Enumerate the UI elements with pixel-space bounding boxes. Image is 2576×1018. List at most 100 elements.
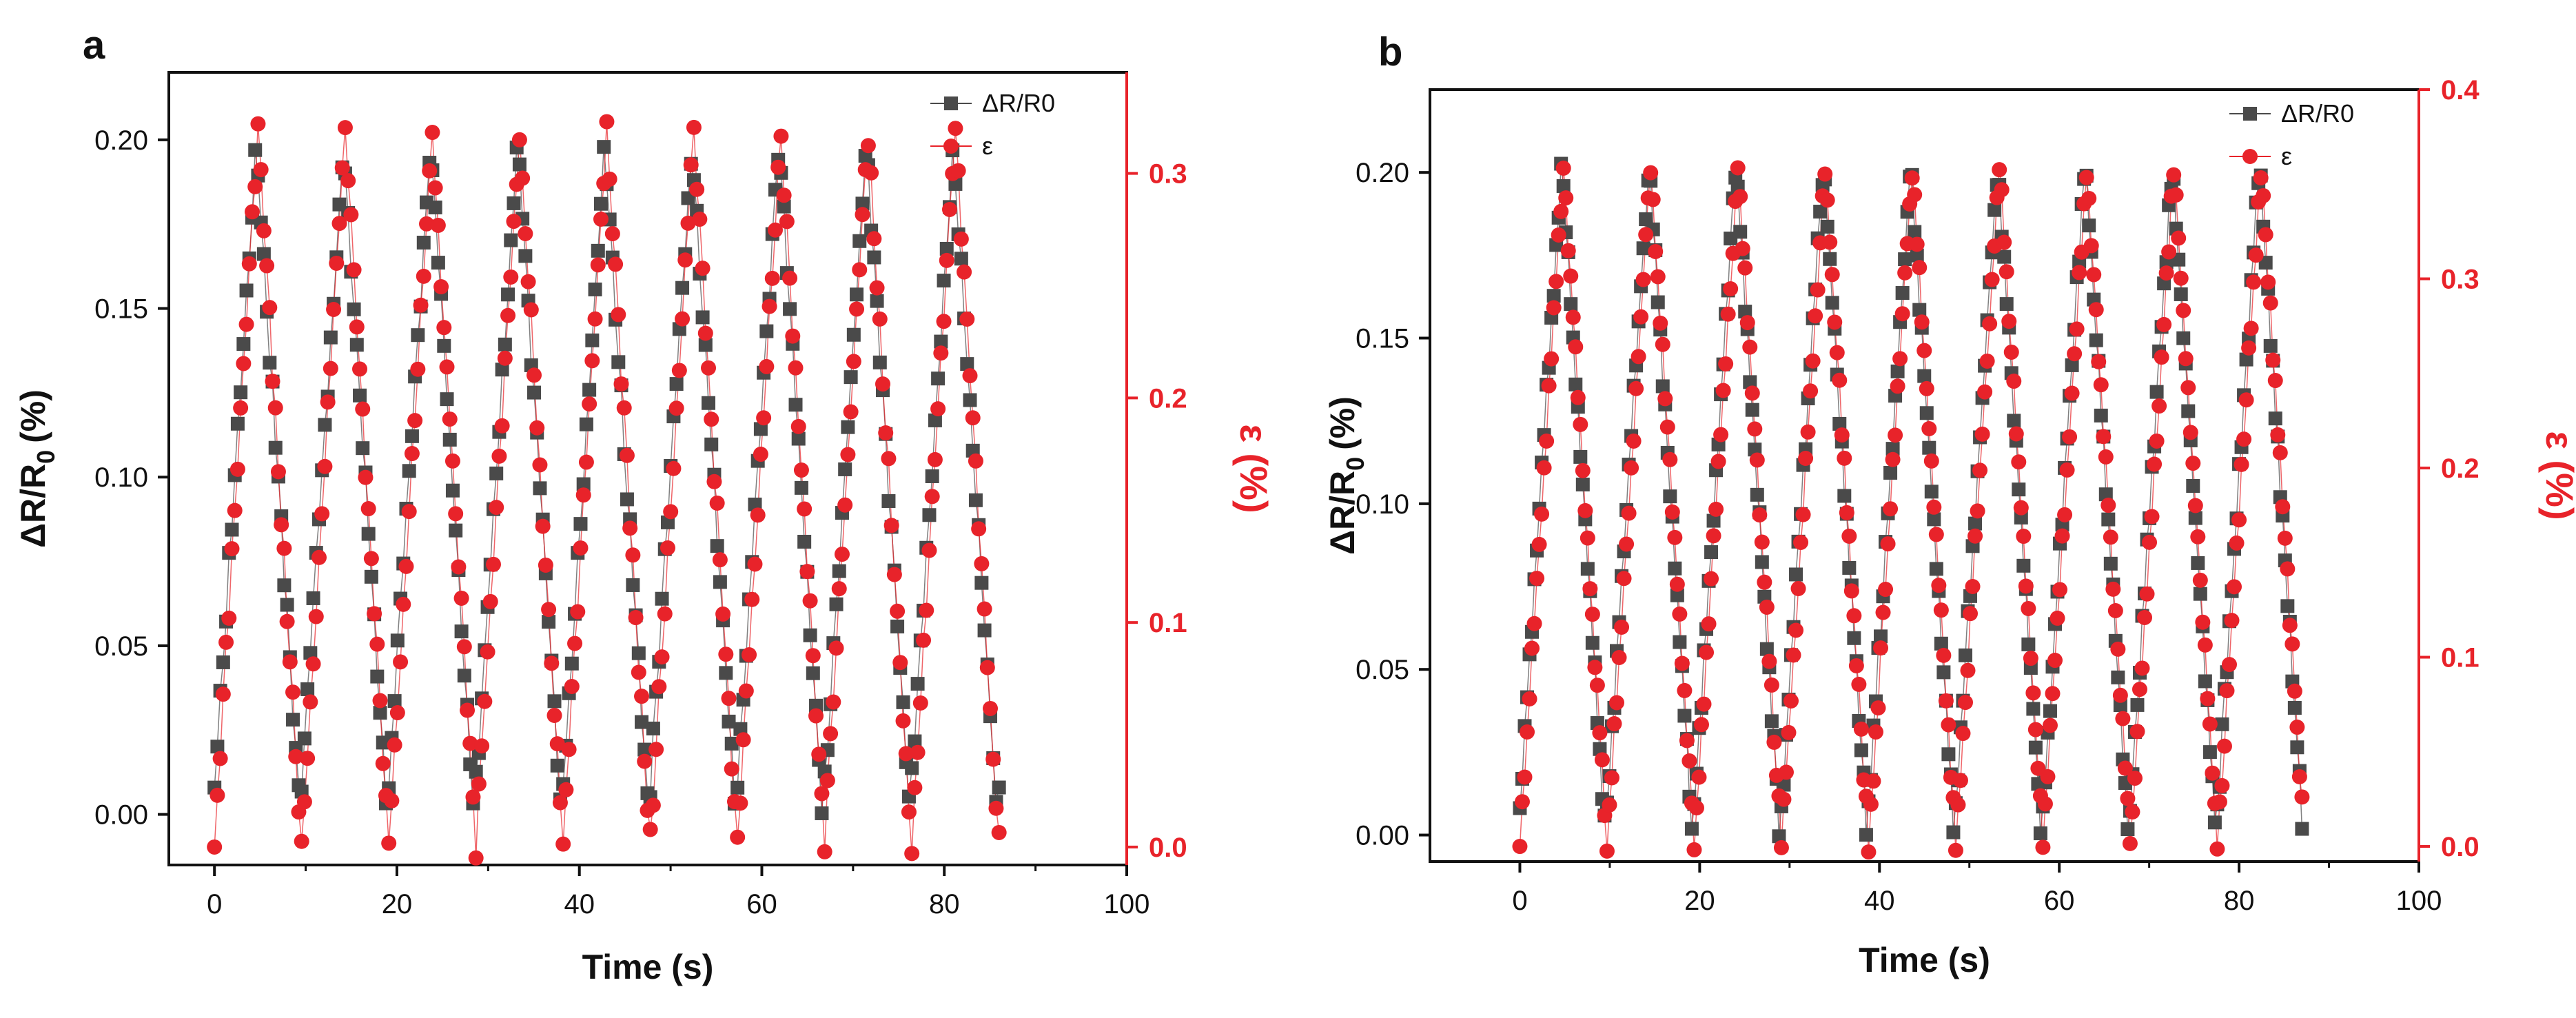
data-point-resistance [263,356,277,370]
data-point-strain [2197,637,2213,653]
data-point-strain [1633,309,1649,325]
legend-resistance-text: ΔR/R0 [982,89,1055,117]
data-point-strain [2035,839,2051,855]
x-tick-label: 100 [1104,889,1150,919]
data-point-strain [2158,265,2174,281]
data-point-resistance [2215,717,2229,731]
data-point-strain [1531,536,1547,552]
data-point-strain [1982,316,1998,332]
data-point-strain [1672,606,1688,622]
data-point-strain [1994,182,2010,198]
data-point-resistance [925,469,939,483]
data-point-strain [1657,391,1673,407]
data-point-strain [654,649,670,665]
data-point-strain [518,225,533,241]
legend-marker-resistance [944,96,958,110]
data-point-strain [2049,610,2065,626]
data-point-resistance [846,327,861,342]
data-point-resistance [501,287,515,302]
data-point-strain [660,540,675,556]
data-point-strain [715,606,731,622]
data-point-resistance [1745,403,1759,417]
data-point-strain [1570,389,1586,405]
data-point-strain [305,656,321,672]
y-axis-title-main: ΔR/R [14,464,52,548]
data-point-strain [974,556,990,571]
data-point-resistance [469,764,483,779]
data-point-strain [329,255,345,271]
data-point-strain [451,559,467,575]
data-point-resistance [1859,828,1873,842]
data-point-strain [294,833,309,849]
data-point-resistance [1832,416,1847,431]
data-point-strain [2183,425,2198,440]
data-point-strain [474,738,490,754]
data-point-strain [936,314,952,329]
data-point-strain [1907,187,1923,203]
y-tick-label: 0.10 [94,462,148,493]
data-point-resistance [803,628,817,642]
data-point-resistance [318,418,332,432]
data-point-resistance [387,694,402,709]
data-point-strain [1589,678,1605,693]
data-point-resistance [1890,364,1905,378]
data-point-strain [878,425,894,441]
data-point-resistance [216,655,230,669]
data-point-strain [2013,500,2029,516]
data-point-strain [837,497,853,513]
y-axis-title: ΔR/R0 (%) [1323,396,1369,555]
data-point-strain [988,800,1004,816]
data-point-strain [2202,716,2218,732]
data-point-strain [683,157,699,173]
data-point-strain [1628,380,1644,396]
data-point-strain [901,804,917,820]
legend-marker-strain [2242,149,2258,164]
data-point-strain [1544,351,1560,367]
data-point-resistance [2043,704,2057,718]
data-point-strain [1710,454,1726,469]
data-point-strain [2166,167,2182,183]
data-point-strain [209,787,225,803]
data-point-resistance [928,413,942,427]
data-point-strain [898,746,914,762]
data-point-resistance [588,282,602,296]
data-point-resistance [495,363,509,377]
data-point-strain [453,590,469,606]
data-point-strain [642,822,658,837]
data-point-strain [2253,170,2269,186]
data-point-strain [343,207,359,223]
data-point-resistance [2007,414,2021,428]
data-point-strain [207,839,223,855]
data-point-resistance [1655,379,1670,394]
data-point-strain [872,311,888,327]
data-point-strain [1834,427,1850,443]
data-point-strain [331,216,347,232]
data-point-resistance [1898,252,1912,267]
data-point-strain [326,301,342,317]
data-point-strain [828,640,844,656]
data-point-strain [2105,581,2121,597]
data-point-strain [1631,349,1646,365]
data-point-resistance [1636,241,1650,256]
data-point-strain [1824,267,1840,283]
data-point-resistance [2287,701,2302,715]
data-point-strain [300,751,316,766]
data-point-strain [2096,429,2112,445]
x-tick-label: 20 [1684,886,1715,916]
data-point-strain [444,453,460,469]
data-point-strain [218,634,234,650]
data-point-strain [250,116,266,132]
data-point-strain [384,793,400,808]
data-point-resistance [2280,599,2295,613]
data-point-strain [570,604,586,620]
data-point-strain [1732,189,1748,205]
data-point-resistance [2186,479,2200,493]
data-point-resistance [402,464,416,478]
data-point-resistance [1546,289,1561,303]
x-tick-label: 20 [382,889,413,919]
data-point-resistance [1929,562,1943,576]
y2-tick-label: 0.0 [2441,832,2480,862]
data-point-strain [2294,789,2310,805]
data-point-strain [308,609,324,624]
data-point-strain [1761,653,1777,669]
